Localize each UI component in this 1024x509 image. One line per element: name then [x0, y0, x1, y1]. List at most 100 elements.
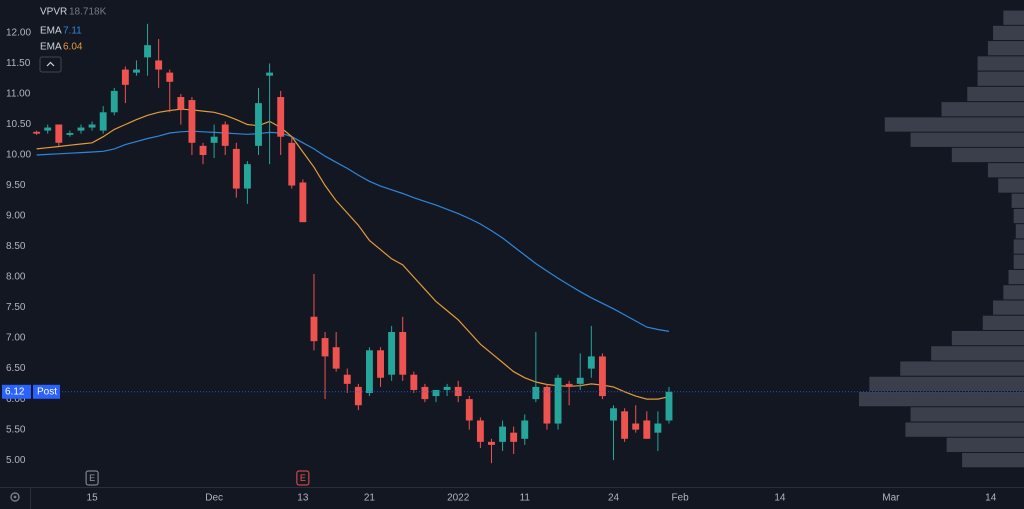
y-tick-label: 10.50 [6, 119, 31, 130]
y-tick-label: 9.50 [6, 180, 26, 191]
y-tick-label: 10.00 [6, 150, 31, 161]
volume-profile-bar [987, 41, 1024, 56]
collapse-box [39, 56, 62, 73]
candle [232, 142, 240, 198]
candle [465, 396, 473, 430]
x-tick-label: 2022 [447, 493, 470, 504]
candle [188, 97, 196, 156]
collapse-icon [46, 61, 55, 67]
volume-profile-bar [900, 361, 1024, 376]
volume-profile-bar [1003, 285, 1024, 300]
candle-body [166, 72, 174, 82]
candle [55, 124, 63, 146]
legend-value: 7.11 [63, 26, 82, 37]
volume-profile-bar [977, 56, 1024, 71]
volume-profile-bar [982, 315, 1024, 330]
candle-body [499, 426, 507, 442]
volume-profile-bar [946, 437, 1024, 453]
candle [177, 93, 185, 125]
candle-body [632, 423, 640, 430]
candle-body [110, 90, 118, 113]
x-tick-label: 14 [774, 493, 786, 504]
candle [354, 383, 362, 411]
event-marker [85, 470, 99, 486]
candle-body [310, 316, 318, 342]
collapse-button[interactable] [39, 56, 62, 73]
candle [99, 106, 107, 134]
candle-body [299, 182, 307, 223]
x-tick-label: Feb [671, 493, 689, 504]
volume-profile-bar [1008, 269, 1024, 285]
candle [488, 438, 495, 464]
price-tag-bg [2, 384, 31, 399]
candle-body [654, 423, 662, 433]
volume-profile-bar [1003, 10, 1024, 25]
volume-profile-bar [941, 102, 1024, 117]
x-tick-label: Dec [205, 493, 223, 504]
x-tick-label: 14 [985, 493, 997, 504]
candle [654, 411, 662, 451]
candle [277, 90, 285, 156]
y-tick-label: 6.00 [6, 394, 26, 405]
y-tick-label: 6.50 [6, 363, 26, 374]
candle [377, 347, 384, 387]
candle-body [77, 127, 85, 131]
candle-body [321, 338, 329, 357]
candle-body [388, 331, 396, 375]
volume-profile-bar [1013, 208, 1024, 224]
candle-body [410, 374, 418, 390]
legend-value: 18.718K [69, 7, 107, 18]
candle [343, 368, 351, 394]
candle-body [99, 112, 107, 131]
candle-body [521, 420, 529, 439]
volume-profile-bar [1015, 224, 1024, 239]
candle-body [66, 133, 74, 135]
candle-body [532, 386, 540, 400]
y-tick-label: 7.00 [6, 333, 26, 344]
candle [476, 417, 484, 448]
candle [410, 371, 418, 394]
candle-body [643, 420, 651, 439]
candle-body [255, 103, 262, 146]
candle-body [665, 391, 673, 421]
volume-profile-bar [962, 453, 1024, 468]
x-tick-label: 24 [608, 493, 620, 504]
y-tick-label: 8.50 [6, 241, 26, 252]
candle [365, 347, 373, 397]
candle-body [354, 386, 362, 406]
legend-name: EMA [40, 26, 62, 37]
candle [521, 414, 529, 445]
candle-body [155, 60, 163, 70]
candle [388, 325, 396, 381]
candle [77, 124, 85, 134]
candle-body [199, 145, 207, 156]
candle [432, 389, 440, 403]
volume-profile-bar [951, 147, 1024, 163]
volume-profile-bar [998, 178, 1024, 193]
candle [221, 121, 229, 156]
candle [554, 374, 562, 430]
candle-body [266, 72, 274, 76]
event-label: E [89, 473, 95, 483]
candle-body [88, 124, 96, 128]
legend-name: VPVR [40, 7, 67, 18]
candle [255, 87, 262, 156]
volume-profile-bar [993, 25, 1024, 41]
volume-profile-bar [951, 330, 1024, 346]
volume-profile-bar [869, 376, 1024, 391]
volume-profile-bar [859, 391, 1024, 407]
volume-profile-bar [884, 117, 1024, 132]
candle-body [377, 350, 384, 378]
settings-button[interactable] [10, 492, 20, 502]
candle-body [277, 97, 285, 137]
candle-body [421, 386, 429, 400]
candle-body [432, 389, 440, 397]
x-tick-label: 13 [297, 493, 309, 504]
volume-profile-bar [1013, 254, 1024, 269]
candle [321, 331, 329, 400]
y-tick-label: 12.00 [6, 28, 31, 39]
volume-profile-bar [993, 300, 1024, 315]
candle-body [133, 69, 140, 73]
